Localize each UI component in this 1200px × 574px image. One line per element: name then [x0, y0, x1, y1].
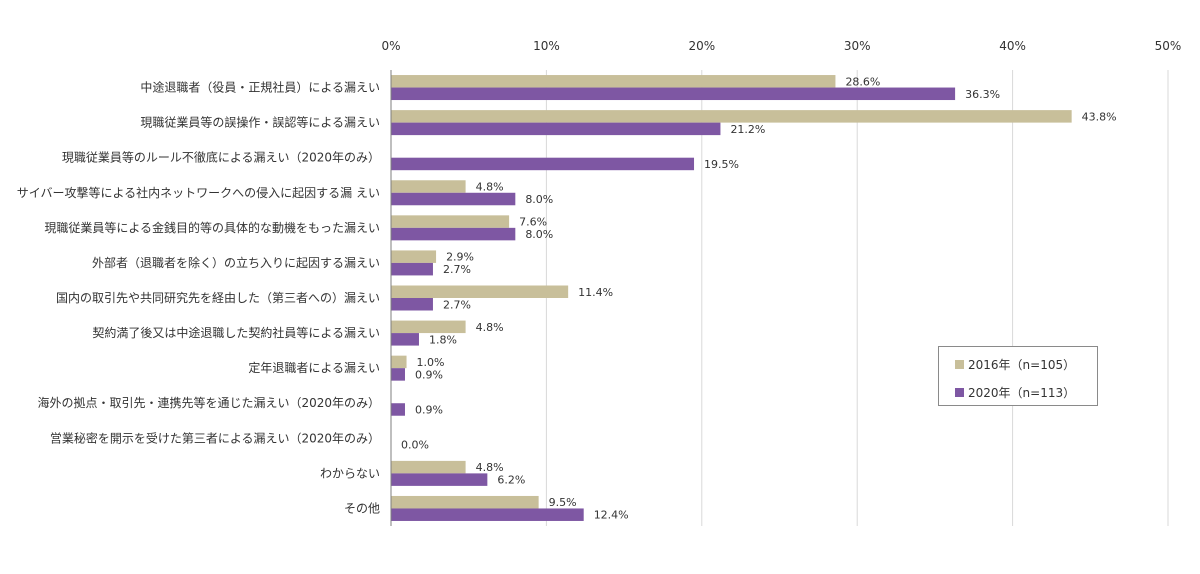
data-label: 28.6%	[845, 75, 880, 88]
data-label: 43.8%	[1082, 110, 1117, 123]
data-label: 7.6%	[519, 216, 547, 229]
bar-2020	[391, 227, 516, 241]
bar-2016	[391, 495, 539, 509]
bar-2016	[391, 75, 836, 88]
bar-2016	[391, 285, 569, 298]
data-label: 1.0%	[417, 356, 445, 369]
bar-2020	[391, 368, 405, 381]
data-label: 1.8%	[429, 333, 457, 346]
data-label: 4.8%	[476, 461, 504, 474]
category-label: わからない	[320, 466, 380, 480]
category-label: 外部者（退職者を除く）の立ち入りに起因する漏えい	[92, 255, 380, 270]
bar-2016	[391, 180, 466, 193]
bars	[391, 75, 1072, 521]
category-label: 契約満了後又は中途退職した契約社員等による漏えい	[92, 325, 380, 340]
legend-item-2020: 2020年（n=113）	[955, 384, 1075, 401]
bar-2016	[391, 250, 437, 263]
bar-2020	[391, 298, 433, 311]
category-label: 営業秘密を開示を受けた第三者による漏えい（2020年のみ）	[50, 430, 380, 445]
data-label: 2.7%	[443, 263, 471, 276]
gridlines	[545, 70, 1169, 526]
category-labels: 中途退職者（役員・正規社員）による漏えい現職従業員等の誤操作・誤認等による漏えい…	[17, 80, 380, 516]
data-label: 12.4%	[594, 509, 629, 522]
bar-2020	[391, 333, 419, 346]
x-tick-label: 50%	[1155, 39, 1182, 53]
x-tick-label: 20%	[688, 39, 715, 53]
category-label: 現職従業員等のルール不徹底による漏えい（2020年のみ）	[62, 150, 380, 165]
data-label: 4.8%	[476, 181, 504, 194]
category-label: サイバー攻撃等による社内ネットワークへの侵入に起因する漏 えい	[17, 185, 380, 200]
category-label: 海外の拠点・取引先・連携先等を通じた漏えい（2020年のみ）	[37, 395, 380, 410]
bar-2020	[391, 157, 695, 171]
category-label: 定年退職者による漏えい	[248, 360, 380, 375]
legend-item-2016: 2016年（n=105）	[955, 356, 1075, 373]
category-label: 中途退職者（役員・正規社員）による漏えい	[140, 80, 380, 95]
x-tick-label: 30%	[844, 39, 871, 53]
data-label: 0.9%	[415, 368, 443, 381]
bar-2016	[391, 355, 407, 369]
x-axis-ticks: 0% 10% 20% 30% 40% 50%	[381, 39, 1181, 53]
legend-label-2020: 2020年（n=113）	[968, 386, 1076, 400]
bar-2020	[391, 473, 488, 486]
bar-2020	[391, 87, 956, 101]
x-tick-label: 0%	[381, 39, 400, 53]
data-label: 4.8%	[476, 321, 504, 334]
data-label: 8.0%	[525, 228, 553, 241]
bar-2020	[391, 192, 516, 206]
data-label: 2.7%	[443, 298, 471, 311]
x-tick-label: 10%	[533, 39, 560, 53]
legend-swatch-2016	[955, 360, 964, 369]
legend-swatch-2020	[955, 388, 964, 397]
data-label: 0.9%	[415, 403, 443, 416]
bar-2016	[391, 215, 510, 228]
data-label: 6.2%	[497, 474, 525, 487]
category-label: 現職従業員等の誤操作・誤認等による漏えい	[140, 115, 380, 130]
x-tick-label: 40%	[999, 39, 1026, 53]
legend-label-2016: 2016年（n=105）	[968, 358, 1076, 372]
bar-2020	[391, 403, 405, 416]
data-label: 8.0%	[525, 193, 553, 206]
data-label: 21.2%	[730, 123, 765, 136]
category-label: 現職従業員等による金銭目的等の具体的な動機をもった漏えい	[44, 220, 380, 235]
bar-2020	[391, 262, 433, 276]
data-label: 36.3%	[965, 88, 1000, 101]
bar-2020	[391, 508, 584, 521]
data-labels: 28.6%36.3%43.8%21.2%19.5%4.8%8.0%7.6%8.0…	[401, 75, 1117, 521]
bar-2016	[391, 110, 1072, 123]
bar-2020	[391, 122, 721, 136]
data-label: 11.4%	[578, 286, 613, 299]
data-label: 9.5%	[549, 496, 577, 509]
bar-2016	[391, 460, 466, 474]
legend: 2016年（n=105） 2020年（n=113）	[938, 346, 1098, 406]
bar-2016	[391, 320, 466, 334]
data-label: 19.5%	[704, 158, 739, 171]
category-label: その他	[344, 501, 380, 515]
data-label: 2.9%	[446, 251, 474, 264]
data-label: 0.0%	[401, 439, 429, 452]
category-label: 国内の取引先や共同研究先を経由した（第三者への）漏えい	[56, 290, 380, 305]
